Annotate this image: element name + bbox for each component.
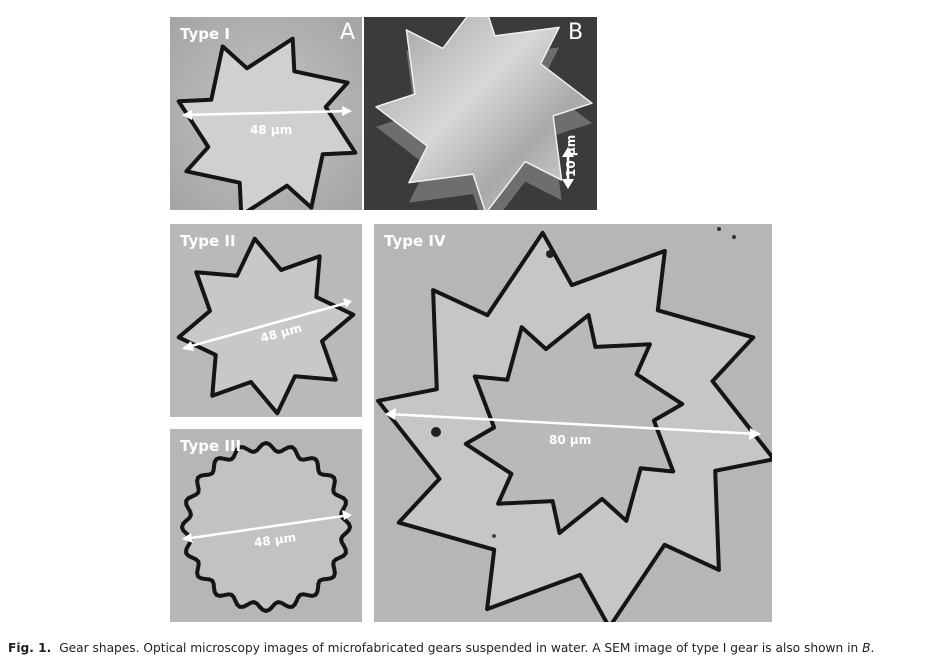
panel-label-type-3: Type III — [180, 437, 242, 455]
panel-letter-a: A — [340, 20, 356, 45]
scale-label-type-1: 48 µm — [250, 123, 293, 137]
caption-end: . — [870, 641, 875, 655]
panel-type-4: Type IV 80 µm — [374, 224, 772, 622]
gear-sem-image — [364, 17, 597, 210]
panel-type-2: Type II 48 µm — [170, 224, 362, 417]
scale-label-type-4: 80 µm — [549, 433, 592, 447]
panel-letter-b: B — [568, 20, 584, 45]
gear-type-4-image — [374, 224, 772, 622]
panel-label-type-2: Type II — [180, 232, 236, 250]
figure-label: Fig. 1. — [8, 641, 52, 655]
caption-italic: B — [862, 641, 871, 655]
panel-label-type-1: Type I — [180, 25, 230, 43]
panel-sem: B 10 µm — [364, 17, 597, 210]
scale-label-sem: 10 µm — [564, 134, 578, 177]
gear-type-1-image — [170, 17, 362, 210]
panel-label-type-4: Type IV — [384, 232, 446, 250]
gear-type-3-image — [170, 429, 362, 622]
panel-type-3: Type III 48 µm — [170, 429, 362, 622]
caption-text: Gear shapes. Optical microscopy images o… — [59, 641, 863, 655]
panel-type-1: Type I A 48 µm — [170, 17, 362, 210]
figure-caption: Fig. 1. Gear shapes. Optical microscopy i… — [8, 641, 938, 655]
gear-type-2-image — [170, 224, 362, 417]
